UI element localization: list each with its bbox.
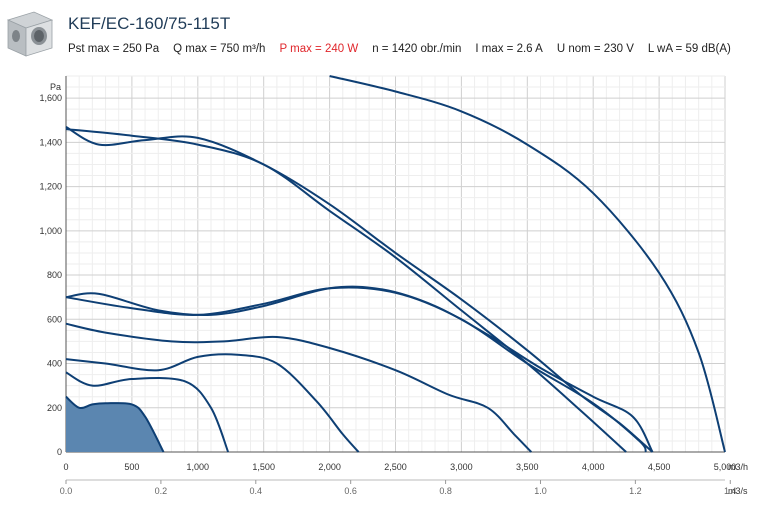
x-tick-label: 5,000 [714,462,737,472]
x-tick-label: 3,000 [450,462,473,472]
spec-item: P max = 240 W [279,43,359,55]
x-tick-label: 1,000 [187,462,210,472]
product-title: KEF/EC-160/75-115T [68,14,231,33]
x-tick-label: 2,000 [318,462,341,472]
x2-tick-label: 0.8 [439,486,452,496]
spec-item: Q max = 750 m³/h [173,43,266,55]
x-tick-label: 4,500 [648,462,671,472]
performance-curve [329,75,726,453]
operating-area-curve [65,395,165,453]
spec-item: L wA = 59 dB(A) [647,43,731,55]
y-tick-label: 1,000 [39,226,62,236]
x2-tick-label: 1.2 [629,486,642,496]
spec-item: U nom = 230 V [556,43,634,55]
x2-tick-label: 0.0 [60,486,73,496]
x2-tick-label: 1.0 [534,486,547,496]
spec-item: n = 1420 obr./min [372,43,462,55]
x-tick-label: 500 [124,462,139,472]
performance-curve [65,322,533,453]
spec-line: Pst max = 250 Pa Q max = 750 m³/h P max = … [68,43,731,55]
x2-axis-unit: m3/s [728,486,748,496]
x2-tick-label: 0.4 [250,486,263,496]
y-tick-label: 400 [47,359,62,369]
y-tick-label: 600 [47,314,62,324]
y-axis-unit: Pa [50,82,61,92]
x-tick-label: 2,500 [384,462,407,472]
x-axis-unit: m3/h [728,462,748,472]
x-tick-label: 0 [63,462,68,472]
y-tick-label: 1,600 [39,93,62,103]
performance-curve [65,353,360,453]
y-tick-label: 1,200 [39,182,62,192]
performance-curve [65,371,230,453]
operating-area-fill [66,396,164,452]
y-tick-label: 200 [47,403,62,413]
product-thumbnail [4,6,56,62]
x2-tick-label: 0.2 [155,486,168,496]
x-tick-label: 4,000 [582,462,605,472]
spec-item: I max = 2.6 A [475,43,543,55]
x-tick-label: 1,500 [252,462,275,472]
x2-tick-label: 0.6 [344,486,357,496]
y-tick-label: 1,400 [39,137,62,147]
x2-tick-label: 1.4 [724,486,737,496]
spec-item: Pst max = 250 Pa [68,43,160,55]
x-tick-label: 3,500 [516,462,539,472]
y-tick-label: 800 [47,270,62,280]
performance-curve [65,128,627,453]
performance-curve [65,286,647,453]
y-tick-label: 0 [57,447,62,457]
